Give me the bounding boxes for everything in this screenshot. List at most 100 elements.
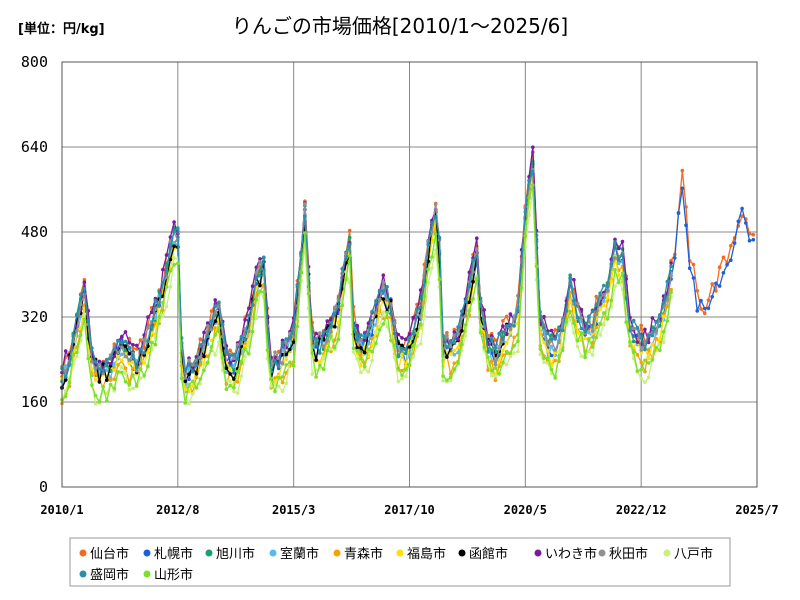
data-point: [549, 344, 554, 349]
data-point: [751, 232, 756, 237]
data-point: [493, 378, 498, 383]
data-point: [441, 379, 445, 383]
data-point: [527, 213, 531, 218]
data-point: [624, 320, 628, 324]
data-point: [75, 350, 79, 355]
data-point: [321, 344, 326, 349]
data-point: [430, 221, 434, 225]
data-point: [123, 354, 128, 359]
x-tick-label: 2017/10: [384, 503, 435, 517]
data-point: [665, 279, 670, 284]
data-point: [710, 282, 714, 286]
data-point: [116, 339, 120, 343]
data-point: [198, 343, 203, 347]
data-point: [314, 331, 318, 336]
data-point: [284, 363, 289, 367]
data-point: [635, 340, 640, 344]
data-point: [63, 394, 68, 399]
data-point: [602, 283, 606, 288]
data-point: [314, 358, 318, 362]
data-point: [235, 391, 240, 395]
data-point: [478, 330, 483, 335]
data-point: [613, 284, 617, 289]
data-point: [602, 303, 606, 308]
data-point: [134, 383, 139, 388]
data-point: [280, 375, 285, 379]
data-point: [250, 302, 255, 307]
data-point: [493, 338, 498, 342]
data-point: [598, 307, 602, 311]
legend-item: 旭川市: [205, 546, 255, 562]
data-point: [553, 376, 557, 380]
data-point: [460, 329, 464, 333]
x-tick-label: 2022/12: [616, 503, 667, 517]
data-point: [643, 327, 647, 332]
data-point: [168, 285, 173, 289]
data-point: [501, 348, 505, 353]
data-point: [538, 347, 543, 351]
data-point: [284, 337, 289, 341]
data-point: [598, 291, 602, 296]
data-point: [217, 300, 221, 305]
data-point: [262, 290, 266, 294]
legend-label: 秋田市: [609, 546, 648, 562]
data-point: [93, 378, 98, 382]
data-point: [314, 337, 318, 341]
data-point: [90, 346, 94, 350]
data-point: [161, 313, 165, 318]
data-point: [486, 355, 490, 360]
data-point: [355, 349, 360, 353]
data-point: [404, 374, 408, 379]
data-point: [362, 350, 367, 355]
data-point: [646, 348, 651, 352]
data-point: [594, 294, 599, 299]
data-point: [228, 372, 232, 376]
data-point: [97, 362, 102, 367]
data-point: [579, 316, 584, 320]
data-point: [333, 305, 337, 310]
data-point: [112, 386, 117, 391]
data-point: [191, 363, 195, 367]
data-point: [127, 388, 132, 392]
data-point: [501, 337, 505, 342]
data-point: [430, 240, 434, 244]
data-point: [512, 335, 516, 340]
data-point: [191, 392, 195, 396]
data-point: [63, 378, 68, 382]
data-point: [82, 317, 87, 322]
data-point: [463, 299, 468, 304]
data-point: [276, 384, 281, 389]
data-point: [527, 196, 531, 200]
data-point: [247, 352, 251, 356]
data-point: [583, 355, 587, 360]
data-point: [359, 333, 363, 337]
data-point: [587, 349, 591, 353]
series-lines: [60, 145, 756, 406]
data-point: [553, 358, 557, 363]
legend-label: いわき市: [545, 546, 597, 562]
data-point: [527, 178, 531, 183]
data-point: [370, 320, 374, 325]
data-point: [422, 314, 427, 318]
data-point: [389, 338, 393, 343]
data-point: [594, 325, 599, 330]
data-point: [579, 354, 584, 359]
data-point: [460, 342, 464, 347]
data-point: [706, 298, 711, 303]
data-point: [310, 372, 315, 377]
data-point: [232, 377, 236, 381]
data-point: [75, 354, 79, 359]
data-point: [284, 357, 289, 362]
data-point: [127, 358, 132, 362]
data-point: [508, 322, 513, 327]
data-point: [684, 205, 688, 209]
data-point: [385, 310, 389, 315]
data-point: [336, 337, 341, 342]
data-point: [164, 253, 169, 257]
data-point: [560, 318, 565, 323]
data-point: [568, 273, 572, 278]
data-point: [112, 377, 117, 382]
data-point: [639, 376, 643, 381]
data-point: [347, 254, 352, 258]
data-point: [445, 331, 449, 335]
